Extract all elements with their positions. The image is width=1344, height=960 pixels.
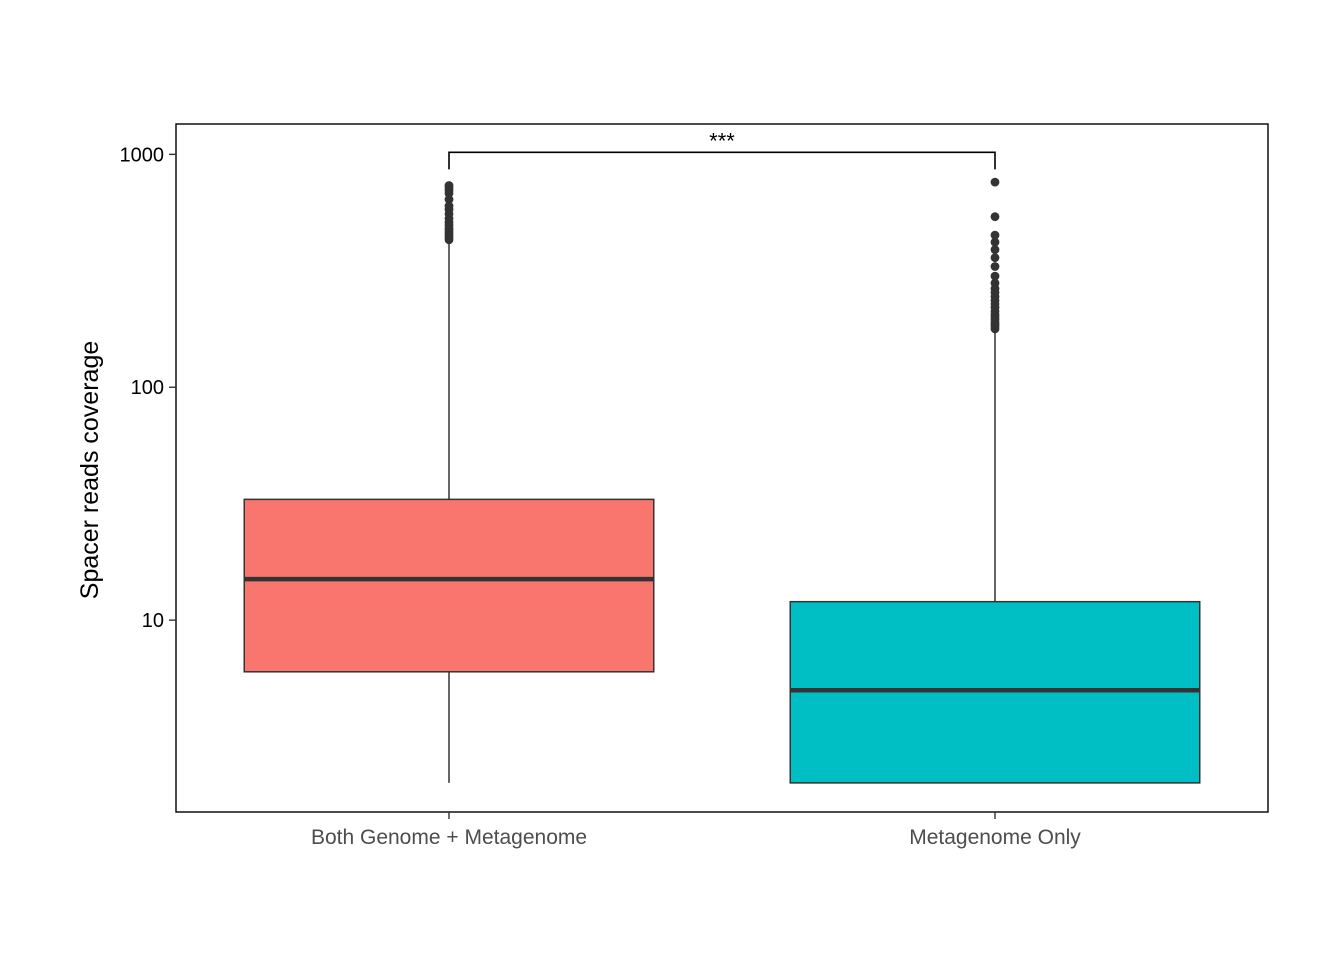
outlier-point	[990, 271, 1000, 281]
outlier-point	[444, 201, 454, 211]
outlier-point	[444, 195, 454, 204]
outlier-point	[990, 230, 1000, 240]
outlier-point	[990, 212, 1000, 222]
boxes-layer	[243, 177, 1201, 784]
box-metagenome-only	[789, 177, 1201, 784]
outlier-point	[990, 245, 1000, 254]
significance-layer: ***	[448, 128, 996, 170]
outlier-point	[990, 278, 1000, 288]
outlier-point	[990, 253, 1000, 263]
significance-bracket	[448, 151, 996, 170]
y-axis-title: Spacer reads coverage	[76, 341, 104, 599]
box-both-genome-metagenome	[243, 181, 655, 783]
x-tick-label: Metagenome Only	[909, 826, 1081, 849]
significance-label: ***	[709, 128, 735, 153]
outlier-point	[990, 262, 1000, 271]
y-axis: 10 100 1000	[120, 144, 176, 632]
y-tick-label: 10	[142, 610, 164, 632]
plot-panel-border	[175, 123, 1269, 813]
x-axis: Both Genome + Metagenome Metagenome Only	[311, 812, 1081, 849]
outlier-point	[444, 181, 454, 190]
outlier-point	[990, 237, 1000, 247]
outlier-point	[990, 177, 1000, 187]
y-tick-label: 1000	[120, 144, 165, 166]
y-tick-label: 100	[131, 377, 164, 399]
x-tick-label: Both Genome + Metagenome	[311, 826, 587, 849]
box-iqr	[243, 498, 655, 673]
